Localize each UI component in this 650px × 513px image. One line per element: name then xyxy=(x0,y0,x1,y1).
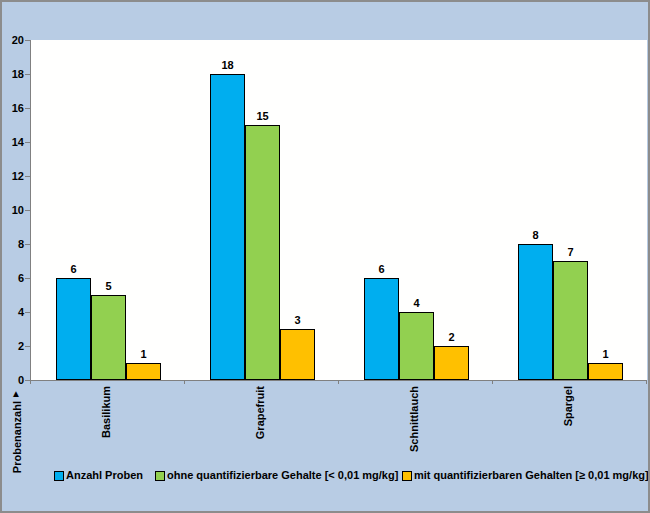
legend-item: mit quantifizierbaren Gehalten [≥ 0,01 m… xyxy=(402,469,649,482)
bar xyxy=(399,312,434,380)
y-tick-label: 8 xyxy=(2,237,24,251)
legend-item: ohne quantifizierbare Gehalte [< 0,01 mg… xyxy=(155,469,398,482)
y-tick-label: 4 xyxy=(2,305,24,319)
bar-value-label: 6 xyxy=(364,263,399,276)
category-label: Grapefruit xyxy=(254,386,267,439)
y-tick-label: 18 xyxy=(2,67,24,81)
bar xyxy=(210,74,245,380)
legend-label: ohne quantifizierbare Gehalte [< 0,01 mg… xyxy=(167,469,398,482)
y-tick-mark xyxy=(25,40,30,41)
y-tick-mark xyxy=(25,176,30,177)
bar xyxy=(588,363,623,380)
legend-swatch-icon xyxy=(402,471,412,481)
bar-value-label: 5 xyxy=(91,280,126,293)
bar xyxy=(126,363,161,380)
y-tick-mark xyxy=(25,108,30,109)
y-tick-label: 16 xyxy=(2,101,24,115)
y-tick-mark xyxy=(25,210,30,211)
bar xyxy=(91,295,126,380)
y-axis-title: Probenanzahl xyxy=(11,401,24,473)
y-tick-mark xyxy=(25,142,30,143)
bar-value-label: 15 xyxy=(245,110,280,123)
legend-label: mit quantifizierbaren Gehalten [≥ 0,01 m… xyxy=(414,469,649,482)
legend-swatch-icon xyxy=(155,471,165,481)
bar xyxy=(280,329,315,380)
y-tick-label: 20 xyxy=(2,33,24,47)
category-label: Basilikum xyxy=(100,386,113,438)
y-tick-label: 6 xyxy=(2,271,24,285)
legend-item: Anzahl Proben xyxy=(54,469,143,482)
y-tick-label: 2 xyxy=(2,339,24,353)
bar xyxy=(518,244,553,380)
y-tick-mark xyxy=(25,346,30,347)
bar xyxy=(364,278,399,380)
y-tick-label: 14 xyxy=(2,135,24,149)
bar-value-label: 3 xyxy=(280,314,315,327)
y-tick-mark xyxy=(25,74,30,75)
y-tick-mark xyxy=(25,278,30,279)
x-tick-mark xyxy=(492,380,493,384)
plot-area: 65118153642871 xyxy=(30,40,647,381)
bar-value-label: 2 xyxy=(434,331,469,344)
bar xyxy=(434,346,469,380)
bar-value-label: 8 xyxy=(518,229,553,242)
legend-swatch-icon xyxy=(54,471,64,481)
x-tick-mark xyxy=(646,380,647,384)
bar xyxy=(553,261,588,380)
bars-layer: 65118153642871 xyxy=(31,40,647,380)
chart-frame: 65118153642871 02468101214161820 Basilik… xyxy=(0,0,650,513)
x-tick-mark xyxy=(338,380,339,384)
category-label: Spargel xyxy=(562,386,575,426)
bar xyxy=(245,125,280,380)
x-tick-mark xyxy=(30,380,31,384)
bar-value-label: 6 xyxy=(56,263,91,276)
bar-value-label: 1 xyxy=(126,348,161,361)
bar-value-label: 4 xyxy=(399,297,434,310)
y-tick-label: 0 xyxy=(2,373,24,387)
category-label: Schnittlauch xyxy=(408,386,421,452)
bar-value-label: 7 xyxy=(553,246,588,259)
legend: Anzahl Proben ohne quantifizierbare Gehal… xyxy=(2,469,648,489)
y-tick-label: 12 xyxy=(2,169,24,183)
y-axis-title-arrow-icon: ▲ xyxy=(11,388,21,399)
y-tick-mark xyxy=(25,312,30,313)
x-tick-mark xyxy=(184,380,185,384)
y-tick-mark xyxy=(25,244,30,245)
bar-value-label: 1 xyxy=(588,348,623,361)
legend-label: Anzahl Proben xyxy=(66,469,143,482)
bar-value-label: 18 xyxy=(210,59,245,72)
y-tick-label: 10 xyxy=(2,203,24,217)
bar xyxy=(56,278,91,380)
